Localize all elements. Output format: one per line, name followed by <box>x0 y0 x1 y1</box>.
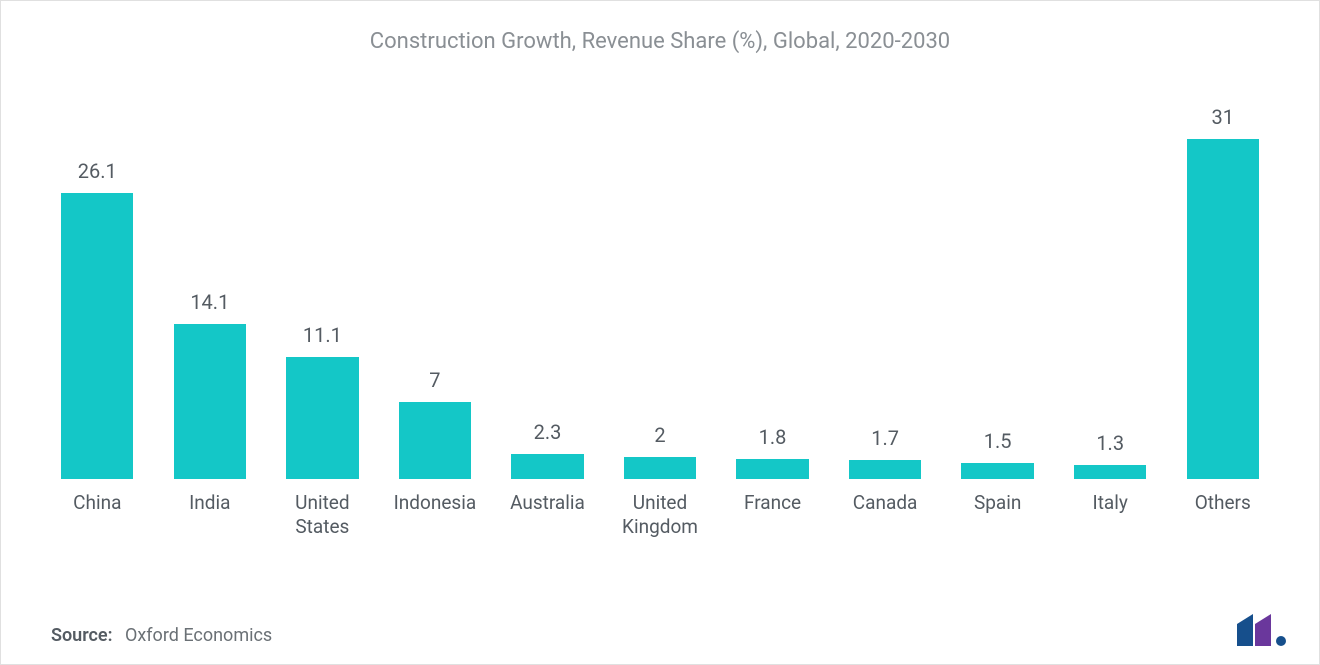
bar <box>286 357 358 479</box>
bar <box>624 457 696 479</box>
bar-group: 1.7 Canada <box>829 81 942 551</box>
bar-group: 11.1 United States <box>266 81 379 551</box>
chart-title: Construction Growth, Revenue Share (%), … <box>1 1 1319 64</box>
bar-category-label: Indonesia <box>385 491 486 551</box>
bar-value-label: 26.1 <box>78 159 117 183</box>
bar-plot-region: 26.1 <box>47 89 148 479</box>
bar-plot-region: 2 <box>610 89 711 479</box>
source-footer: Source: Oxford Economics <box>51 625 272 646</box>
source-label: Source: <box>51 625 113 646</box>
bar-group: 14.1 India <box>154 81 267 551</box>
bar-group: 31 Others <box>1166 81 1279 551</box>
bar-value-label: 31 <box>1212 105 1234 129</box>
bar-category-label: Others <box>1172 491 1273 551</box>
bar <box>1187 139 1259 479</box>
bar-plot-region: 1.7 <box>835 89 936 479</box>
bar <box>511 454 583 479</box>
brand-logo <box>1235 612 1291 648</box>
bar-value-label: 1.5 <box>984 429 1012 453</box>
bar-plot-region: 11.1 <box>272 89 373 479</box>
bar <box>1074 465 1146 479</box>
bar-plot-region: 31 <box>1172 89 1273 479</box>
bar-value-label: 2 <box>654 423 665 447</box>
bar-category-label: China <box>47 491 148 551</box>
bar <box>736 459 808 479</box>
bar-plot-region: 7 <box>385 89 486 479</box>
bar <box>849 460 921 479</box>
bar-value-label: 14.1 <box>190 290 229 314</box>
bar <box>174 324 246 479</box>
bar-plot-region: 1.8 <box>722 89 823 479</box>
bar-group: 1.5 Spain <box>941 81 1054 551</box>
bar-group: 2 United Kingdom <box>604 81 717 551</box>
bar <box>961 463 1033 479</box>
bar-category-label: Spain <box>947 491 1048 551</box>
bar <box>399 402 471 479</box>
bar-plot-region: 2.3 <box>497 89 598 479</box>
bar-group: 26.1 China <box>41 81 154 551</box>
chart-plot-area: 26.1 China 14.1 India 11.1 United States 7 Indo… <box>41 81 1279 551</box>
bar-category-label: India <box>160 491 261 551</box>
bar-group: 1.3 Italy <box>1054 81 1167 551</box>
bar-value-label: 7 <box>429 368 440 392</box>
bar-group: 7 Indonesia <box>379 81 492 551</box>
bar-value-label: 11.1 <box>303 323 342 347</box>
bar-value-label: 1.8 <box>759 425 787 449</box>
bar-plot-region: 14.1 <box>160 89 261 479</box>
bar-plot-region: 1.5 <box>947 89 1048 479</box>
bar-category-label: Italy <box>1060 491 1161 551</box>
bar-category-label: United Kingdom <box>610 491 711 551</box>
bar-category-label: United States <box>272 491 373 551</box>
bar-value-label: 1.7 <box>871 426 899 450</box>
bar-category-label: Australia <box>497 491 598 551</box>
bar-group: 2.3 Australia <box>491 81 604 551</box>
bar-category-label: France <box>722 491 823 551</box>
bar <box>61 193 133 479</box>
source-text: Oxford Economics <box>125 625 272 646</box>
bar-group: 1.8 France <box>716 81 829 551</box>
bar-plot-region: 1.3 <box>1060 89 1161 479</box>
bar-category-label: Canada <box>835 491 936 551</box>
bar-value-label: 1.3 <box>1096 431 1124 455</box>
bar-value-label: 2.3 <box>534 420 562 444</box>
